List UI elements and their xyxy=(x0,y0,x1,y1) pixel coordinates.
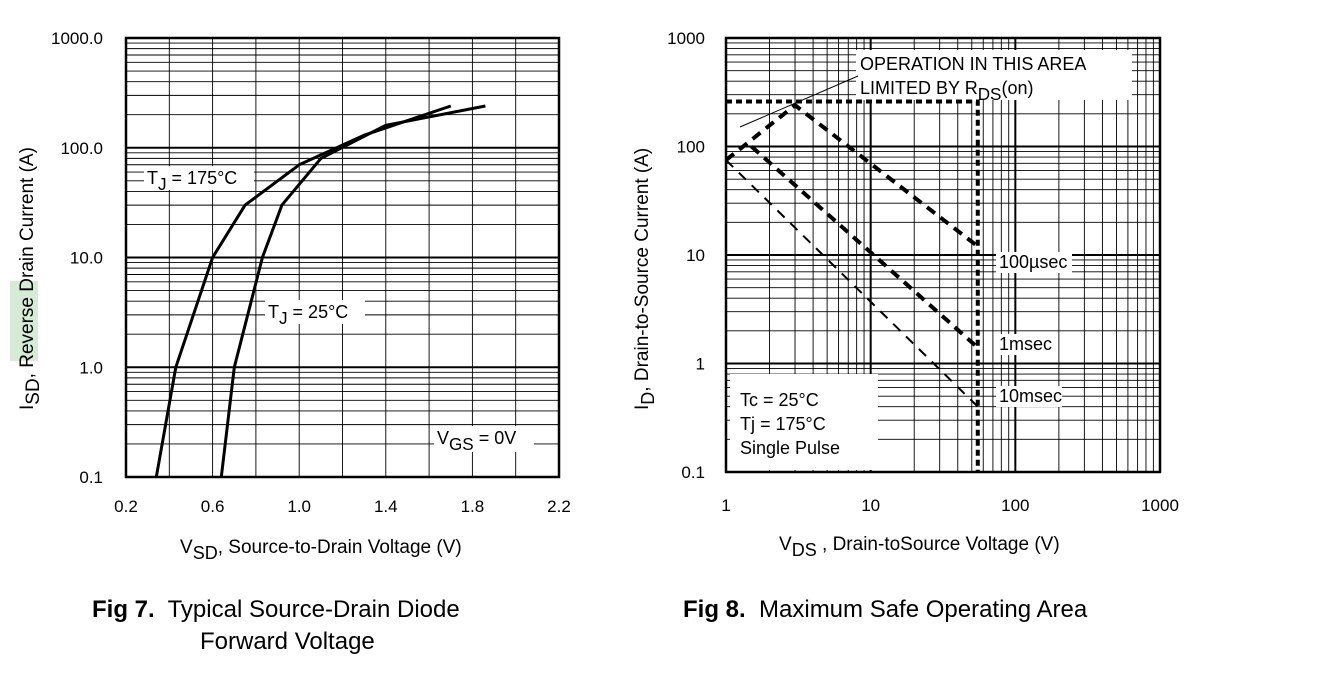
fig8-conditions-bg xyxy=(730,374,878,470)
fig7-x-tick-label: 1.4 xyxy=(374,497,398,516)
fig8-x-tick-label: 1000 xyxy=(1141,496,1179,515)
fig8-y-tick-label: 0.1 xyxy=(681,463,705,482)
fig8-label-bg xyxy=(996,386,1062,407)
fig7-series-label-175-part: J xyxy=(158,175,167,194)
fig7-series-label-25-part: T xyxy=(268,302,279,322)
fig7-y-tick-label: 10.0 xyxy=(70,249,103,268)
fig8-condition-text: Single Pulse xyxy=(740,438,840,458)
fig8-series-label: 1msec xyxy=(999,334,1052,354)
fig7-caption: Fig 7. Typical Source-Drain Diode xyxy=(92,596,460,624)
fig7-y-tick-label: 1.0 xyxy=(79,358,103,377)
fig8-x-tick-label: 1 xyxy=(721,496,730,515)
fig8-curve-10ms xyxy=(725,159,979,408)
fig8-x-tick-label: 100 xyxy=(1001,496,1029,515)
fig7-label-bg xyxy=(434,426,534,452)
fig7-x-axis-label-part: V xyxy=(180,537,193,558)
fig8-y-tick-label: 100 xyxy=(677,138,705,157)
fig8-label-bg xyxy=(996,334,1052,355)
fig7-series-label-175-part: T xyxy=(147,168,158,188)
fig8-curve-1ms xyxy=(750,145,980,350)
fig7-y-axis-label-part: SD xyxy=(23,378,44,404)
fig8-condition-text: Tc = 25°C xyxy=(740,390,819,410)
fig7-series-label-175: TJ = 175°C xyxy=(147,168,237,194)
fig7-label-bg xyxy=(265,300,365,324)
fig8-y-tick-label: 1 xyxy=(696,355,705,374)
fig7-chart: 0.2 0.6 1.0 1.4 1.8 2.2 0.1 1.0 10.0 100.0 1000.0 T… xyxy=(10,29,571,563)
fig8-x-axis-label: VDS , Drain-toSource Voltage (V) xyxy=(779,534,1060,560)
fig7-x-axis-label-part: SD xyxy=(193,543,218,563)
fig7-x-tick-label: 1.0 xyxy=(287,497,311,516)
fig8-condition-text: Tj = 175°C xyxy=(740,414,826,434)
fig8-rds-limit-line xyxy=(726,99,980,472)
fig7-y-axis-label-part: Reverse xyxy=(17,297,38,368)
fig7-vgs-annotation: VGS = 0V xyxy=(437,428,516,454)
fig7-x-axis-label: VSD, Source-to-Drain Voltage (V) xyxy=(180,537,462,563)
fig7-series-label-25: TJ = 25°C xyxy=(268,302,348,328)
fig8-y-axis-label-part: D xyxy=(638,392,658,405)
fig8-y-axis-label: ID, Drain-to-Source Current (A) xyxy=(632,148,658,410)
fig8-x-axis-label-part: V xyxy=(779,534,792,555)
fig7-series-label-175-part: = 175°C xyxy=(167,168,238,188)
fig7-y-tick-label: 100.0 xyxy=(60,139,103,158)
fig8-rds-leader-line xyxy=(739,75,859,128)
fig7-x-tick-label: 0.6 xyxy=(201,497,225,516)
fig8-plot-frame xyxy=(724,36,1162,474)
fig7-vgs-annotation-part: GS xyxy=(449,435,474,454)
fig7-y-tick-label: 1000.0 xyxy=(51,29,103,48)
fig7-x-tick-label: 0.2 xyxy=(114,497,138,516)
fig7-caption-line1: Typical Source-Drain Diode xyxy=(167,596,460,623)
fig8-rds-note-line2-part: (on) xyxy=(1001,78,1033,98)
fig7-vgs-annotation-part: V xyxy=(437,428,449,448)
fig7-curve-tj175 xyxy=(154,104,452,478)
fig7-caption-line2: Forward Voltage xyxy=(200,628,375,655)
fig7-vgs-annotation-part: = 0V xyxy=(474,428,517,448)
fig8-rds-note-line2-part: DS xyxy=(978,85,1002,104)
fig7-y-axis-label: ISD, Reverse Drain Current (A) xyxy=(17,147,44,410)
fig8-series-label: 100µsec xyxy=(999,252,1067,272)
fig7-x-axis-label-part: , Source-to-Drain Voltage (V) xyxy=(218,537,462,558)
fig7-x-tick-label: 1.8 xyxy=(461,497,485,516)
fig8-curve-100us xyxy=(724,102,980,248)
fig8-caption-number: Fig 8. xyxy=(683,596,746,623)
fig8-y-tick-label: 1000 xyxy=(667,29,705,48)
fig8-caption: Fig 8. Maximum Safe Operating Area xyxy=(683,596,1087,624)
fig7-plot-frame xyxy=(124,36,561,479)
fig8-rds-note-line2-part: LIMITED BY R xyxy=(860,78,978,98)
fig7-label-bg xyxy=(144,166,254,190)
fig8-y-axis-label-part: , Drain-to-Source Current (A) xyxy=(632,148,653,392)
fig8-series-label: 10msec xyxy=(999,386,1062,406)
fig8-y-axis-label-part: I xyxy=(632,405,653,410)
fig8-label-bg xyxy=(996,252,1072,273)
fig7-curve-tj25 xyxy=(219,104,486,478)
fig8-rds-note-line1: OPERATION IN THIS AREA xyxy=(860,54,1086,74)
fig8-y-tick-label: 10 xyxy=(686,246,705,265)
fig7-y-axis-label-part: Drain Current (A) xyxy=(17,147,38,297)
fig7-caption-number: Fig 7. xyxy=(92,596,155,623)
fig8-caption-text: Maximum Safe Operating Area xyxy=(759,596,1088,623)
fig8-x-axis-label-part: DS xyxy=(792,540,817,560)
fig8-x-tick-label: 10 xyxy=(861,496,880,515)
fig7-y-axis-label-part: I xyxy=(17,405,38,410)
fig7-highlight xyxy=(10,281,38,361)
fig7-series-label-25-part: = 25°C xyxy=(288,302,349,322)
fig7-y-axis-label-part: , xyxy=(17,368,38,379)
fig8-x-axis-label-part: , Drain-toSource Voltage (V) xyxy=(817,534,1060,555)
fig7-y-tick-label: 0.1 xyxy=(79,468,103,487)
fig8-chart: 1 10 100 1000 0.1 1 10 100 1000 100µsec 1msec 10mse… xyxy=(632,29,1179,560)
fig8-rds-note-line2: LIMITED BY RDS(on) xyxy=(860,78,1033,104)
fig7-series-label-25-part: J xyxy=(279,309,288,328)
fig8-rds-note-bg xyxy=(856,50,1132,100)
fig7-x-tick-label: 2.2 xyxy=(547,497,571,516)
